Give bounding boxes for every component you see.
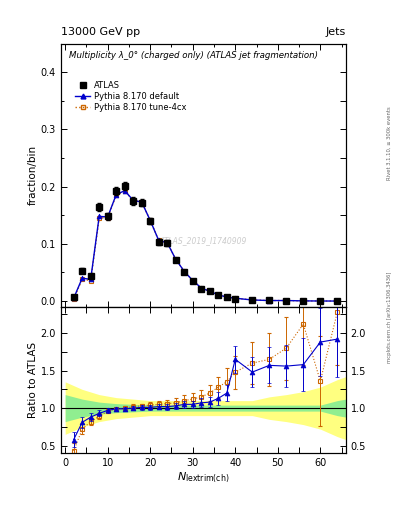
X-axis label: $N_{\mathrm{lextrim(ch)}}$: $N_{\mathrm{lextrim(ch)}}$ bbox=[177, 471, 230, 485]
Text: ATLAS_2019_I1740909: ATLAS_2019_I1740909 bbox=[160, 237, 247, 246]
Text: 13000 GeV pp: 13000 GeV pp bbox=[61, 27, 140, 37]
Text: mcplots.cern.ch [arXiv:1306.3436]: mcplots.cern.ch [arXiv:1306.3436] bbox=[387, 272, 392, 363]
Text: Multiplicity λ_0° (charged only) (ATLAS jet fragmentation): Multiplicity λ_0° (charged only) (ATLAS … bbox=[70, 51, 318, 60]
Legend: ATLAS, Pythia 8.170 default, Pythia 8.170 tune-4cx: ATLAS, Pythia 8.170 default, Pythia 8.17… bbox=[73, 79, 188, 114]
Y-axis label: fraction/bin: fraction/bin bbox=[28, 145, 38, 205]
Text: Rivet 3.1.10, ≥ 300k events: Rivet 3.1.10, ≥ 300k events bbox=[387, 106, 392, 180]
Text: Jets: Jets bbox=[325, 27, 346, 37]
Y-axis label: Ratio to ATLAS: Ratio to ATLAS bbox=[28, 342, 38, 418]
